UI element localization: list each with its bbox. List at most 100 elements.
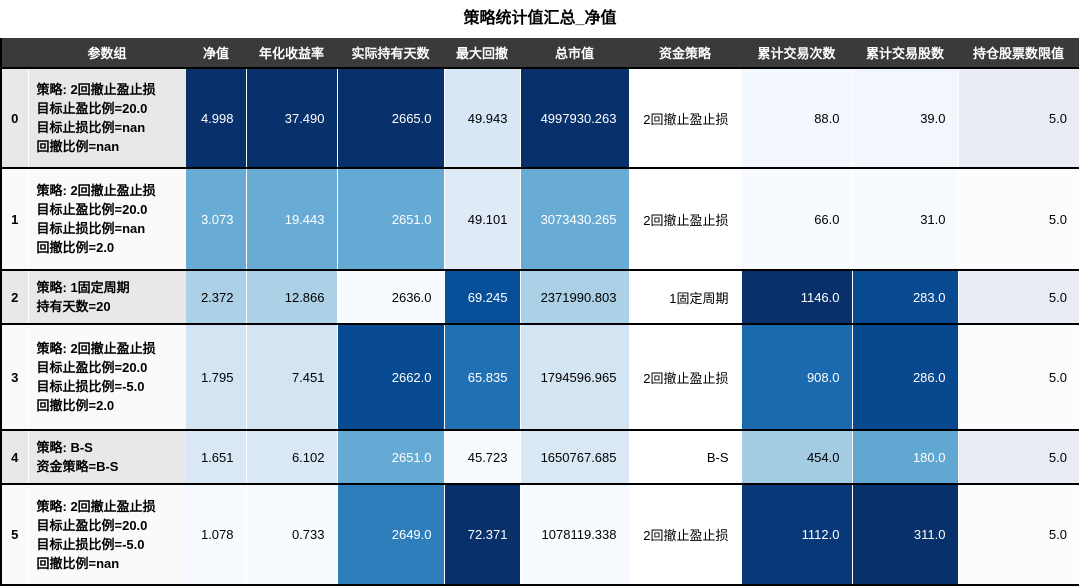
cell-total-market-value: 2371990.803 <box>520 270 630 325</box>
cell-net-value: 1.651 <box>186 430 247 485</box>
cell-holding-days: 2649.0 <box>337 484 445 586</box>
cell-trade-count: 454.0 <box>741 430 853 485</box>
page-title: 策略统计值汇总_净值 <box>463 10 617 27</box>
cell-annualized-return: 7.451 <box>246 324 338 431</box>
cell-total-market-value: 4997930.263 <box>520 68 630 169</box>
param-group-cell: 策略: B-S 资金策略=B-S <box>28 430 186 485</box>
cell-trade-count: 1146.0 <box>741 270 853 325</box>
cell-holding-days: 2665.0 <box>337 68 445 169</box>
row-index-label: 2 <box>1 270 29 325</box>
param-line: 目标止损比例=-5.0 <box>36 536 145 552</box>
cell-trade-shares: 286.0 <box>852 324 959 431</box>
cell-trade-count: 1112.0 <box>741 484 853 586</box>
cell-annualized-return: 12.866 <box>246 270 338 325</box>
row-index-label: 0 <box>1 68 29 169</box>
cell-trade-shares: 31.0 <box>852 168 959 271</box>
cell-holding-days: 2651.0 <box>337 168 445 271</box>
param-line: 策略: 2回撤止盈止损 <box>36 498 156 514</box>
column-header-annualized-return: 年化收益率 <box>246 38 337 69</box>
cell-capital-strategy: 2回撤止盈止损 <box>629 324 742 431</box>
cell-max-drawdown: 49.101 <box>444 168 521 271</box>
param-line: 回撤比例=2.0 <box>36 240 115 255</box>
table-row-0: 0 策略: 2回撤止盈止损 目标止盈比例=20.0 目标止损比例=nan 回撤比例=na… <box>1 68 1079 169</box>
cell-position-limit: 5.0 <box>958 430 1079 485</box>
param-line: 目标止损比例=nan <box>36 221 146 236</box>
cell-capital-strategy: B-S <box>629 430 742 485</box>
param-group-cell: 策略: 2回撤止盈止损 目标止盈比例=20.0 目标止损比例=nan 回撤比例=2.0 <box>28 168 186 271</box>
column-header-net-value: 净值 <box>186 38 246 69</box>
cell-capital-strategy: 2回撤止盈止损 <box>629 168 742 271</box>
param-line: 目标止损比例=-5.0 <box>36 379 145 394</box>
param-line: 目标止盈比例=20.0 <box>36 101 148 116</box>
cell-trade-count: 66.0 <box>741 168 853 271</box>
param-line: 持有天数=20 <box>36 299 111 314</box>
cell-max-drawdown: 69.245 <box>444 270 521 325</box>
cell-annualized-return: 0.733 <box>246 484 338 586</box>
column-header-param-group: 参数组 <box>28 38 186 69</box>
strategy-summary-table: 参数组 净值 年化收益率 实际持有天数 最大回撤 总市值 资金策略 累计交易次数 累计交易股数持… <box>0 38 1079 586</box>
cell-max-drawdown: 72.371 <box>444 484 521 586</box>
param-line: 策略: B-S <box>36 440 93 455</box>
cell-net-value: 1.078 <box>186 484 247 586</box>
cell-trade-shares: 311.0 <box>852 484 959 586</box>
table-row-5: 5 策略: 2回撤止盈止损 目标止盈比例=20.0 目标止损比例=-5.0 回撤比例=n… <box>1 484 1079 586</box>
param-line: 目标止损比例=nan <box>36 120 146 135</box>
param-line: 回撤比例=nan <box>36 139 120 154</box>
cell-trade-shares: 180.0 <box>852 430 959 485</box>
cell-position-limit: 5.0 <box>958 168 1079 271</box>
column-header-trade-count: 累计交易次数 <box>741 38 852 69</box>
param-line: 策略: 1固定周期 <box>36 280 130 295</box>
column-header-total-market-value: 总市值 <box>520 38 629 69</box>
table-row-2: 2 策略: 1固定周期 持有天数=20 2.372 12.866 2636.0 69.245… <box>1 270 1079 325</box>
cell-annualized-return: 6.102 <box>246 430 338 485</box>
param-line: 回撤比例=nan <box>36 555 120 571</box>
param-line: 策略: 2回撤止盈止损 <box>36 82 156 97</box>
param-group-cell: 策略: 2回撤止盈止损 目标止盈比例=20.0 目标止损比例=nan 回撤比例=nan <box>28 68 186 169</box>
table-body: 0 策略: 2回撤止盈止损 目标止盈比例=20.0 目标止损比例=nan 回撤比例=na… <box>1 68 1079 586</box>
cell-total-market-value: 1650767.685 <box>520 430 630 485</box>
cell-position-limit: 5.0 <box>958 68 1079 169</box>
cell-position-limit: 5.0 <box>958 324 1079 431</box>
cell-annualized-return: 37.490 <box>246 68 338 169</box>
cell-holding-days: 2662.0 <box>337 324 445 431</box>
cell-total-market-value: 1794596.965 <box>520 324 630 431</box>
index-column-header <box>1 38 28 69</box>
param-group-cell: 策略: 2回撤止盈止损 目标止盈比例=20.0 目标止损比例=-5.0 回撤比例=2.… <box>28 324 186 431</box>
cell-net-value: 3.073 <box>186 168 247 271</box>
column-header-max-drawdown: 最大回撤 <box>444 38 520 69</box>
column-header-position-limit: 持仓股票数限值 <box>958 38 1079 69</box>
cell-max-drawdown: 65.835 <box>444 324 521 431</box>
cell-position-limit: 5.0 <box>958 484 1079 586</box>
param-line: 策略: 2回撤止盈止损 <box>36 183 156 198</box>
param-line: 目标止盈比例=20.0 <box>36 517 148 533</box>
param-line: 资金策略=B-S <box>36 459 119 474</box>
column-header-capital-strategy: 资金策略 <box>629 38 741 69</box>
param-line: 目标止盈比例=20.0 <box>36 360 148 375</box>
cell-net-value: 1.795 <box>186 324 247 431</box>
cell-net-value: 2.372 <box>186 270 247 325</box>
table-row-4: 4 策略: B-S 资金策略=B-S 1.651 6.102 2651.0 45.723 16… <box>1 430 1079 485</box>
param-group-cell: 策略: 1固定周期 持有天数=20 <box>28 270 186 325</box>
param-line: 回撤比例=2.0 <box>36 398 115 413</box>
header-row: 参数组 净值 年化收益率 实际持有天数 最大回撤 总市值 资金策略 累计交易次数 累计交易股数持… <box>1 38 1079 69</box>
cell-capital-strategy: 1固定周期 <box>629 270 742 325</box>
row-index-label: 5 <box>1 484 29 586</box>
param-group-cell: 策略: 2回撤止盈止损 目标止盈比例=20.0 目标止损比例=-5.0 回撤比例=na… <box>28 484 186 586</box>
table-row-3: 3 策略: 2回撤止盈止损 目标止盈比例=20.0 目标止损比例=-5.0 回撤比例=2… <box>1 324 1079 431</box>
cell-holding-days: 2636.0 <box>337 270 445 325</box>
column-header-holding-days: 实际持有天数 <box>337 38 444 69</box>
cell-total-market-value: 3073430.265 <box>520 168 630 271</box>
cell-max-drawdown: 45.723 <box>444 430 521 485</box>
cell-capital-strategy: 2回撤止盈止损 <box>629 484 742 586</box>
row-index-label: 3 <box>1 324 29 431</box>
cell-capital-strategy: 2回撤止盈止损 <box>629 68 742 169</box>
row-index-label: 1 <box>1 168 29 271</box>
cell-trade-count: 908.0 <box>741 324 853 431</box>
cell-net-value: 4.998 <box>186 68 247 169</box>
param-line: 目标止盈比例=20.0 <box>36 202 148 217</box>
table-header: 参数组 净值 年化收益率 实际持有天数 最大回撤 总市值 资金策略 累计交易次数 累计交易股数持… <box>1 38 1079 69</box>
param-line: 策略: 2回撤止盈止损 <box>36 341 156 356</box>
cell-trade-shares: 283.0 <box>852 270 959 325</box>
cell-holding-days: 2651.0 <box>337 430 445 485</box>
